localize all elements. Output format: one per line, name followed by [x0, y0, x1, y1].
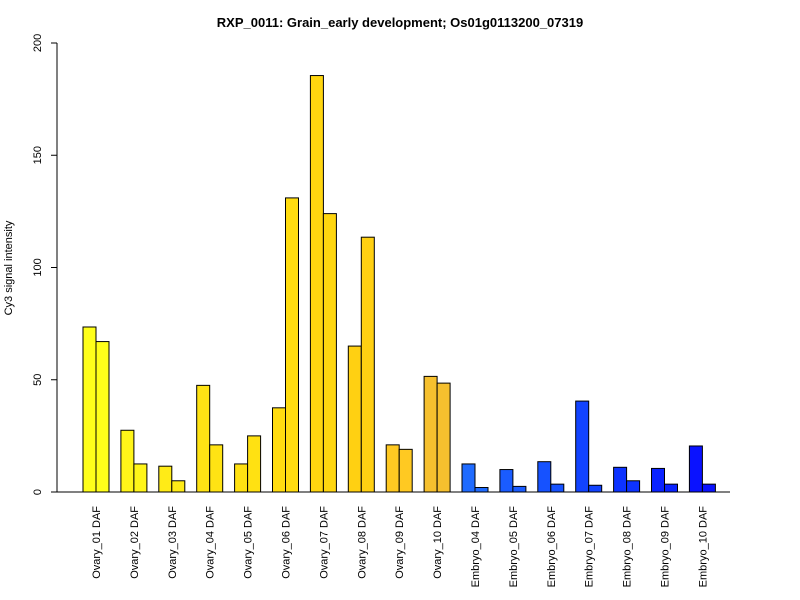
- y-tick-label: 200: [32, 34, 44, 52]
- x-category-label: Embryo_05 DAF: [508, 506, 520, 588]
- bar-4-0: [234, 463, 249, 493]
- bar-3-1: [209, 444, 224, 493]
- bar-4-1: [247, 435, 262, 493]
- bar-1-0: [120, 429, 135, 493]
- x-category-label: Ovary_09 DAF: [394, 506, 406, 579]
- bar-10-0: [461, 463, 476, 493]
- bars-group: [82, 75, 716, 493]
- bar-2-1: [171, 480, 186, 493]
- x-category-label: Ovary_08 DAF: [356, 506, 368, 579]
- bar-8-0: [385, 444, 400, 493]
- bar-9-1: [436, 382, 451, 493]
- x-category-label: Ovary_02 DAF: [129, 506, 141, 579]
- bar-9-0: [423, 375, 438, 493]
- bar-16-0: [688, 445, 703, 493]
- bar-16-1: [701, 483, 716, 493]
- bar-10-1: [474, 487, 489, 493]
- x-category-label: Embryo_08 DAF: [622, 506, 634, 588]
- bar-15-1: [664, 483, 678, 493]
- x-category-label: Embryo_06 DAF: [546, 506, 558, 588]
- y-axis-label: Cy3 signal intensity: [3, 220, 15, 315]
- x-category-label: Ovary_05 DAF: [243, 506, 255, 579]
- y-axis: 0 50 100 150 200: [32, 34, 58, 495]
- category-labels: Ovary_01 DAF Ovary_02 DAF Ovary_03 DAF Ovar…: [91, 506, 709, 588]
- bar-12-1: [550, 483, 565, 493]
- bar-3-0: [196, 384, 211, 493]
- x-category-label: Ovary_10 DAF: [432, 506, 444, 579]
- bar-5-1: [285, 197, 299, 493]
- x-category-label: Embryo_07 DAF: [584, 506, 596, 588]
- x-category-label: Ovary_06 DAF: [281, 506, 293, 579]
- x-category-label: Embryo_09 DAF: [660, 506, 672, 588]
- y-tick-label: 0: [32, 489, 44, 495]
- x-category-label: Ovary_04 DAF: [205, 506, 217, 579]
- bar-1-1: [133, 463, 148, 493]
- bar-8-1: [398, 448, 413, 493]
- bar-7-0: [347, 345, 362, 493]
- x-category-label: Embryo_04 DAF: [470, 506, 482, 588]
- x-category-label: Ovary_07 DAF: [318, 506, 330, 579]
- bar-13-0: [575, 400, 590, 493]
- bar-6-0: [309, 75, 324, 493]
- bar-7-1: [360, 236, 375, 493]
- y-tick-label: 50: [32, 374, 44, 386]
- bar-15-0: [651, 467, 665, 493]
- bar-12-0: [537, 461, 552, 493]
- bar-6-1: [322, 213, 337, 493]
- x-category-label: Ovary_01 DAF: [91, 506, 103, 579]
- bar-13-1: [588, 484, 603, 493]
- bar-11-1: [512, 485, 527, 493]
- y-tick-label: 150: [32, 146, 44, 164]
- y-tick-label: 100: [32, 258, 44, 276]
- bar-14-0: [613, 466, 628, 493]
- bar-0-0: [82, 326, 97, 493]
- bar-11-0: [499, 469, 514, 493]
- x-category-label: Embryo_10 DAF: [697, 506, 709, 588]
- chart-title: RXP_0011: Grain_early development; Os01g…: [217, 15, 583, 30]
- bar-0-1: [95, 341, 110, 493]
- x-category-label: Ovary_03 DAF: [167, 506, 179, 579]
- bar-2-0: [158, 465, 173, 493]
- bar-14-1: [626, 480, 641, 493]
- bar-5-0: [272, 407, 286, 493]
